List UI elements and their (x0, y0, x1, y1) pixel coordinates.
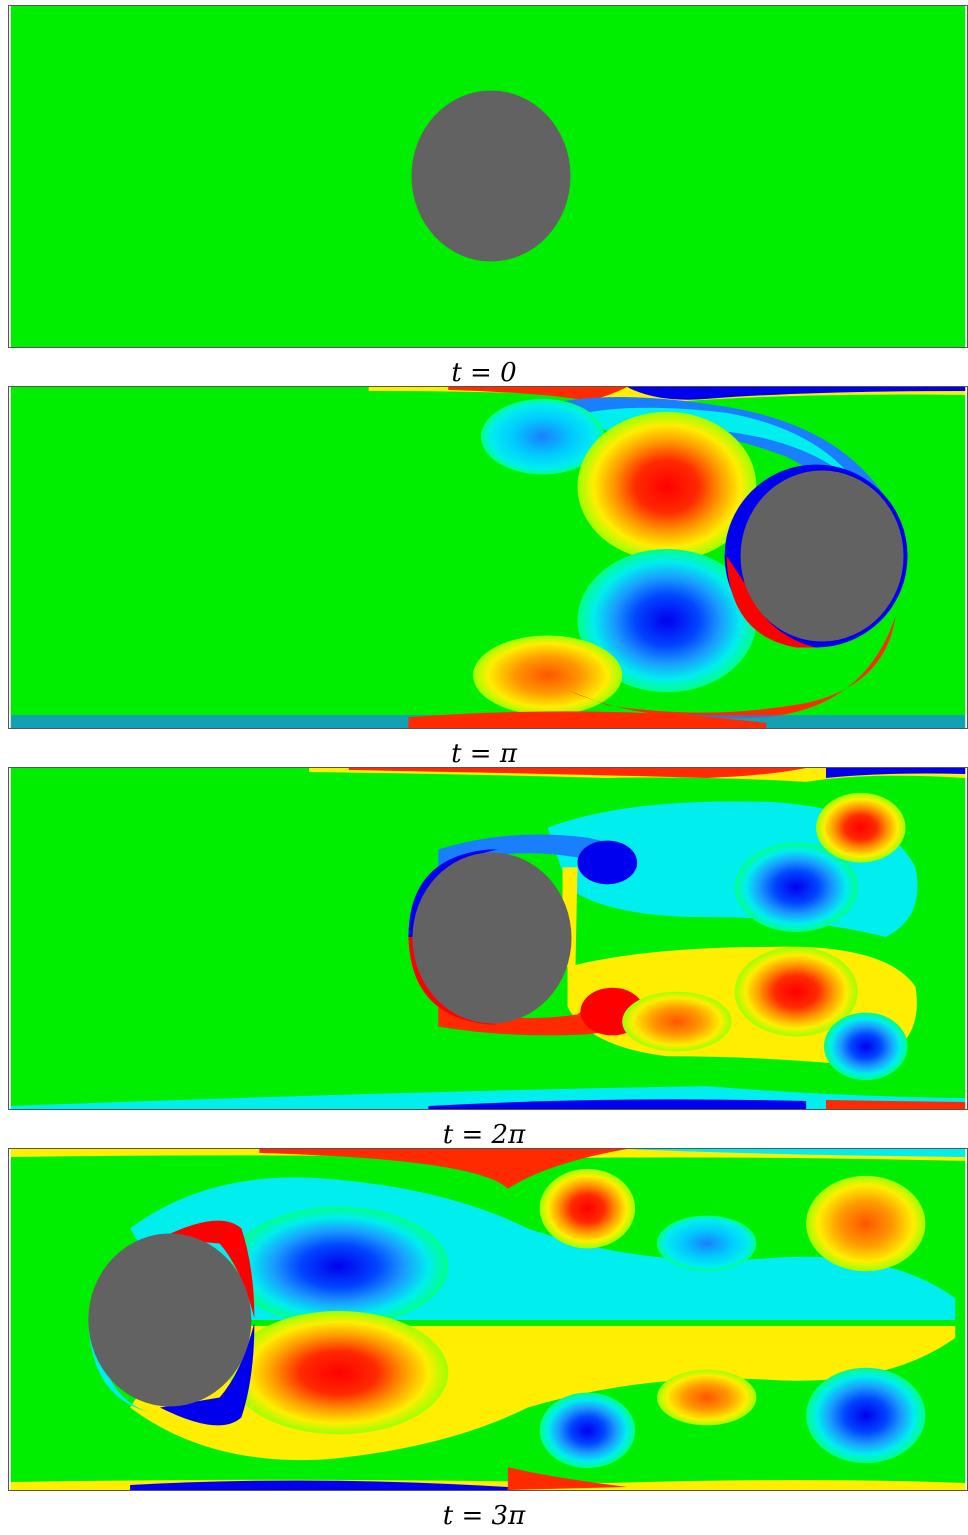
caption-t-pi: t = π (451, 739, 517, 769)
vorticity-field-t-2pi (10, 768, 966, 1109)
vortex-positive-weak (622, 991, 732, 1052)
vortex-negative-outer (824, 1012, 908, 1081)
wall-layer-top-red (348, 768, 807, 778)
vorticity-field-t0 (10, 6, 966, 347)
wall-layer-top-red (448, 387, 628, 401)
obstacle-cylinder (740, 470, 904, 642)
cylinder-boundary-negative (159, 1322, 255, 1426)
vortex-negative-lower (577, 549, 757, 693)
wall-layer-bottom-red (507, 1467, 628, 1490)
wall-layer-bottom-blue (428, 1099, 807, 1109)
panel-t-2pi (8, 767, 968, 1110)
obstacle-cylinder (411, 90, 571, 262)
vortex-positive-top-right (806, 1175, 926, 1272)
wall-layer-top-cyan (627, 1149, 966, 1157)
obstacle-cylinder (88, 1233, 252, 1407)
wall-layer-bottom-red (408, 711, 767, 728)
vortex-negative-small (577, 840, 638, 885)
panel-t-pi (8, 386, 968, 729)
caption-t0: t = 0 (451, 358, 517, 388)
vortex-negative-bottom-mid (539, 1392, 636, 1469)
caption-t-2pi: t = 2π (442, 1120, 526, 1150)
wall-layer-bottom-blue (130, 1480, 508, 1490)
obstacle-cylinder (412, 852, 572, 1024)
panel-t0 (8, 5, 968, 348)
cylinder-boundary-positive (726, 556, 817, 648)
vortex-positive-weak-bottom (657, 1369, 757, 1426)
vortex-negative-weak (481, 398, 605, 475)
vortex-negative-large (229, 1206, 449, 1326)
vortex-negative-weak-top (657, 1215, 757, 1272)
vortex-negative-main (734, 842, 858, 933)
wall-layer-top-blue (826, 768, 966, 778)
vortex-negative-bottom-right (806, 1367, 926, 1464)
wall-layer-bottom-red (826, 1100, 966, 1109)
vorticity-field-t-3pi (10, 1149, 966, 1490)
wall-layer-top-blue (627, 387, 966, 400)
cylinder-boundary-positive (159, 1220, 255, 1319)
vorticity-field-t-pi (10, 387, 966, 728)
vortex-positive-top-mid (539, 1168, 636, 1249)
wake-centerline (249, 1319, 956, 1326)
vortex-positive-weak (473, 635, 623, 716)
vortex-positive-outer (816, 792, 906, 863)
vortex-positive-large (229, 1311, 449, 1435)
vortex-positive-upper (577, 411, 757, 561)
panel-t-3pi (8, 1148, 968, 1491)
wall-layer-top-red (259, 1149, 628, 1189)
vortex-positive-main (734, 946, 858, 1037)
caption-t-3pi: t = 3π (442, 1501, 526, 1531)
